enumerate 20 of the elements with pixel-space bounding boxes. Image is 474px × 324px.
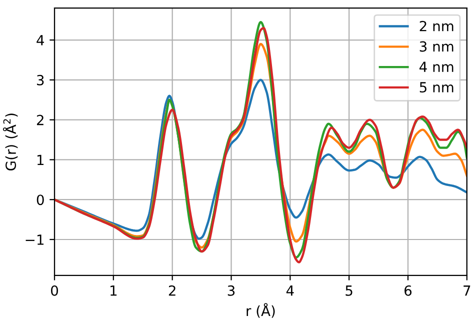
x-tick-label: 5	[346, 286, 352, 296]
x-tick-label: 3	[228, 285, 235, 296]
x-tick-label: 4	[286, 286, 294, 296]
y-tick-label: 4	[36, 35, 44, 46]
y-tick-label: −1	[26, 234, 44, 245]
x-axis-title: r (Å)	[246, 303, 275, 318]
y-tick-label: 0	[36, 194, 44, 206]
y-axis-title: G(r) (Å$^{2}$)	[2, 114, 18, 170]
y-tick-label: 3	[37, 74, 44, 86]
x-tick-label: 6	[404, 285, 412, 296]
y-tick-label: 1	[37, 154, 44, 165]
legend-label: 2 nm	[420, 20, 454, 32]
legend-label: 5 nm	[420, 82, 454, 93]
x-tick-label: 1	[110, 286, 117, 296]
x-tick-label: 7	[464, 286, 470, 296]
legend-label: 4 nm	[419, 62, 454, 72]
x-tick-label: 2	[168, 285, 176, 296]
x-tick-label: 0	[51, 285, 58, 296]
y-tick-label: 2	[36, 114, 44, 126]
legend-label: 3 nm	[420, 41, 454, 52]
